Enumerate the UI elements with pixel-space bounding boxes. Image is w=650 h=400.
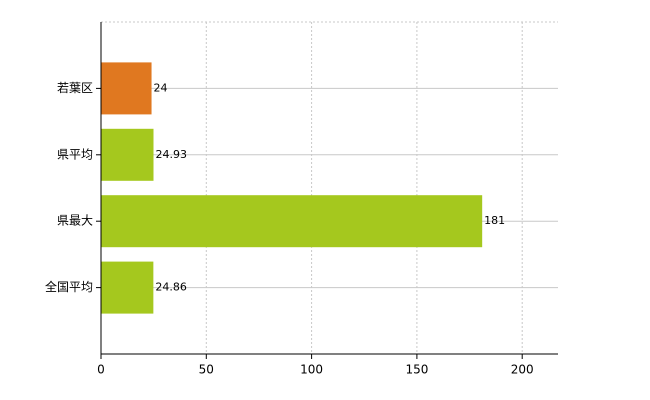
x-tick-label: 200 <box>511 363 534 377</box>
bar <box>101 128 154 181</box>
x-tick-label: 150 <box>405 363 428 377</box>
value-label: 181 <box>484 214 505 227</box>
x-tick-label: 50 <box>199 363 214 377</box>
bar <box>101 195 483 248</box>
bar <box>101 62 152 115</box>
y-tick-label: 全国平均 <box>45 279 93 294</box>
bar <box>101 261 154 314</box>
y-tick-label: 若葉区 <box>57 81 93 95</box>
y-tick-label: 県平均 <box>57 147 93 161</box>
x-tick-label: 100 <box>300 363 323 377</box>
y-tick-label: 県最大 <box>57 214 93 228</box>
value-label: 24.93 <box>156 148 188 161</box>
value-label: 24.86 <box>155 281 187 294</box>
x-tick-label: 0 <box>97 363 105 377</box>
value-label: 24 <box>154 81 168 94</box>
